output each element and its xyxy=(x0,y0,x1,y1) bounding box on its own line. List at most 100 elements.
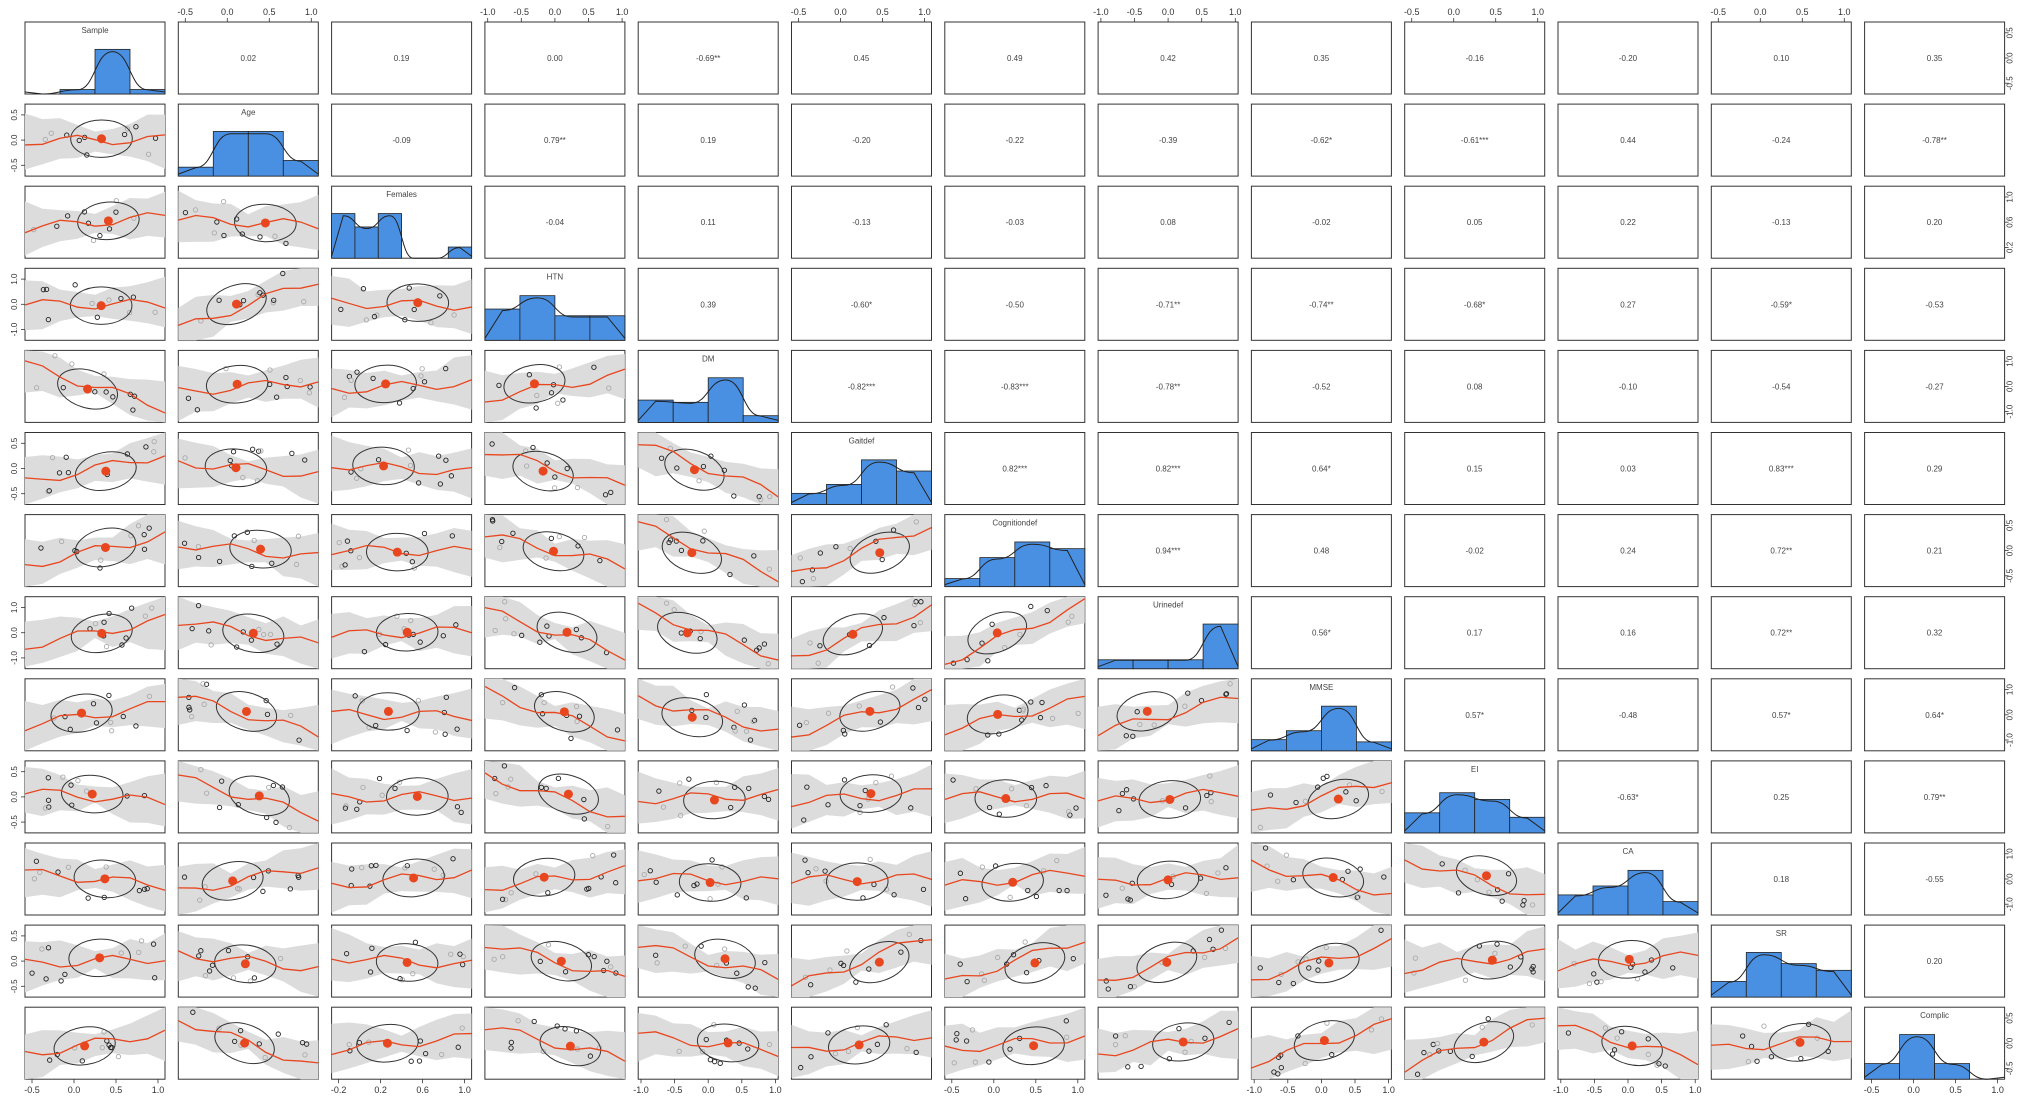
scatter-point xyxy=(1063,1018,1069,1024)
smooth-line xyxy=(944,791,1086,803)
scatter-point xyxy=(555,400,561,406)
histogram-bar xyxy=(1049,548,1086,588)
scatter-point xyxy=(1283,852,1290,858)
scatter-point xyxy=(65,469,72,476)
confidence-band xyxy=(638,514,779,587)
scatter-point xyxy=(130,407,136,413)
correlation-label: 0.49 xyxy=(1007,54,1023,63)
x-tick-label: 0.5 xyxy=(1195,7,1208,17)
scatter-point xyxy=(700,538,706,544)
scatter-point xyxy=(950,777,956,783)
scatter-point xyxy=(1044,607,1050,614)
panel-9-4 xyxy=(637,760,779,834)
x-tick-label: -0.5 xyxy=(1587,1085,1603,1095)
y-tick-label: 0.0 xyxy=(2006,52,2015,64)
correlation-label: 0.02 xyxy=(241,54,257,63)
y-tick-label: 0.5 xyxy=(2006,519,2015,531)
scatter-point xyxy=(817,550,823,556)
smooth-line xyxy=(484,864,626,891)
panel-10-12: -0.55 xyxy=(1864,842,2006,916)
scatter-point xyxy=(108,719,114,726)
smooth-line xyxy=(178,950,319,972)
scatter-point xyxy=(696,478,702,484)
scatter-point xyxy=(1257,965,1263,971)
smooth-line xyxy=(178,621,319,644)
mean-point xyxy=(1487,955,1497,965)
scatter-point xyxy=(543,555,549,561)
scatter-point xyxy=(234,885,241,892)
scatter-point xyxy=(237,1028,244,1034)
correlation-label: 0.21 xyxy=(1927,547,1943,556)
scatter-point xyxy=(442,731,448,737)
scatter-point xyxy=(411,565,418,571)
scatter-point xyxy=(415,698,422,704)
confidence-band xyxy=(484,678,625,751)
scatter-point xyxy=(92,389,98,395)
scatter-point xyxy=(293,561,300,568)
confidence-band xyxy=(484,925,625,998)
correlation-ellipse xyxy=(966,694,1029,735)
mean-point xyxy=(379,461,389,471)
correlation-ellipse xyxy=(50,693,113,733)
confidence-band xyxy=(1404,843,1545,915)
scatter-point xyxy=(590,852,596,859)
confidence-band xyxy=(638,768,779,824)
scatter-point xyxy=(957,870,964,876)
x-tick-label: 0.5 xyxy=(1489,7,1502,17)
smooth-line xyxy=(1404,1017,1545,1073)
mean-point xyxy=(1795,1037,1805,1047)
smooth-line xyxy=(331,297,472,311)
scatter-point xyxy=(267,631,274,638)
panel-border xyxy=(1557,596,1699,670)
x-tick-label: 1.0 xyxy=(152,1085,165,1095)
histogram-bar xyxy=(1404,812,1441,834)
panel-9-0 xyxy=(24,760,166,834)
scatter-point xyxy=(493,790,499,797)
scatter-point xyxy=(284,383,290,390)
scatter-point xyxy=(918,599,924,605)
correlation-ellipse xyxy=(228,775,290,817)
scatter-point xyxy=(922,696,928,702)
scatter-point xyxy=(407,463,414,469)
scatter-point xyxy=(85,220,92,226)
scatter-point xyxy=(491,956,497,962)
scatter-point xyxy=(181,874,188,880)
panel-2-7: 0.08 xyxy=(1097,185,1239,259)
scatter-point xyxy=(840,727,847,734)
confidence-band xyxy=(1404,926,1545,993)
histogram-bar xyxy=(331,213,356,259)
scatter-point xyxy=(118,295,124,302)
scatter-point xyxy=(273,394,280,400)
scatter-point xyxy=(663,600,670,606)
correlation-label: 0.19 xyxy=(700,136,716,145)
panel-11-3 xyxy=(484,924,626,998)
scatter-point xyxy=(808,982,814,988)
scatter-point xyxy=(832,1051,839,1057)
panel-10-10: CA xyxy=(1557,842,1699,916)
scatter-point xyxy=(343,803,349,809)
panel-0-10: -0.20 xyxy=(1557,21,1699,95)
mean-point xyxy=(87,789,97,799)
panel-border xyxy=(1710,842,1852,916)
smooth-line xyxy=(944,1035,1086,1053)
mean-point xyxy=(240,959,250,969)
panel-10-5 xyxy=(791,842,932,916)
panel-0-4: -0.69** xyxy=(637,21,779,95)
panel-2-8: -0.02 xyxy=(1250,185,1392,259)
scatter-point xyxy=(287,886,293,892)
scatter-point xyxy=(152,309,158,315)
correlation-label: -0.02 xyxy=(1312,218,1331,227)
panel-0-11: 0.10 xyxy=(1710,21,1852,95)
scatter-point xyxy=(798,1064,804,1071)
mean-point xyxy=(865,706,875,716)
panel-border xyxy=(1557,103,1699,177)
correlation-label: 0.56* xyxy=(1312,629,1331,638)
scatter-point xyxy=(891,892,897,898)
scatter-point xyxy=(223,366,229,372)
panel-2-6: -0.03 xyxy=(944,185,1086,259)
scatter-point xyxy=(115,1053,122,1060)
scatter-point xyxy=(545,890,551,896)
correlation-ellipse xyxy=(1004,942,1066,984)
scatter-point xyxy=(591,364,597,370)
panel-4-3 xyxy=(484,349,626,423)
